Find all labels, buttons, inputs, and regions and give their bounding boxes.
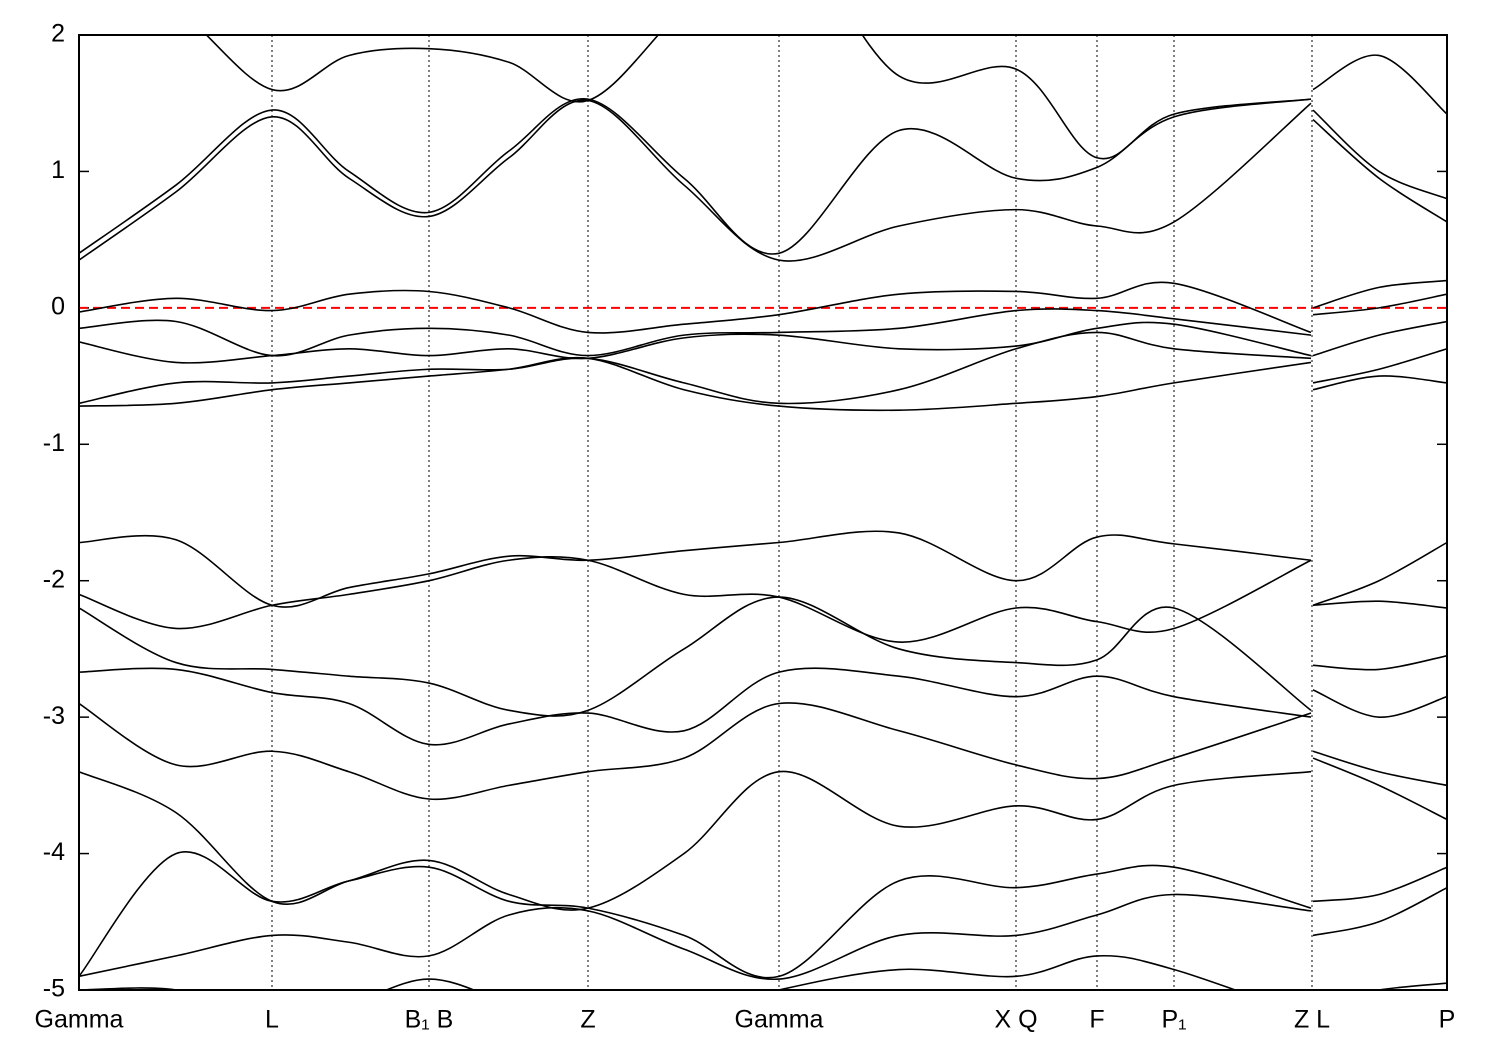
- band-line: [79, 886, 1447, 980]
- plot-frame: [78, 34, 1448, 991]
- band-line: [79, 99, 1447, 262]
- band-line: [79, 954, 1447, 990]
- band-line: [79, 555, 1447, 643]
- x-tick-label: Gamma: [735, 1006, 824, 1034]
- x-tick-label: P₁: [1161, 1006, 1186, 1034]
- y-tick-label: 2: [51, 20, 65, 48]
- x-tick-label: F: [1089, 1006, 1104, 1034]
- x-tick-label: Z: [580, 1006, 595, 1034]
- band-line: [79, 98, 1447, 255]
- x-tick-label: L: [265, 1006, 279, 1034]
- band-line: [79, 356, 1447, 412]
- y-tick-label: -5: [43, 975, 65, 1003]
- y-tick-label: 0: [51, 292, 65, 320]
- y-tick-label: -4: [43, 838, 65, 866]
- band-line: [79, 667, 1447, 746]
- y-tick-label: 1: [51, 156, 65, 184]
- x-tick-label: Z L: [1294, 1006, 1330, 1034]
- grid: [78, 34, 1448, 991]
- y-tick-label: -2: [43, 565, 65, 593]
- band-line: [79, 530, 1447, 608]
- band-line: [79, 293, 1447, 357]
- band-line: [79, 702, 1447, 801]
- band-line: [79, 279, 1447, 334]
- band-line: [79, 331, 1447, 405]
- x-tick-label: P: [1439, 1006, 1456, 1034]
- x-tick-label: Gamma: [35, 1006, 124, 1034]
- tick-labels: -5 -4 -3 -2 -1 0 1 2 Gamma L B₁ B Z Gamma X Q F P₁ Z L P: [35, 20, 1456, 1034]
- x-tick-label: B₁ B: [405, 1006, 454, 1034]
- y-tick-label: -3: [43, 702, 65, 730]
- x-tick-label: X Q: [994, 1006, 1037, 1034]
- band-line: [205, 35, 1447, 160]
- band-line: [79, 757, 1447, 911]
- band-line: [79, 596, 1447, 717]
- band-line: [79, 320, 1447, 364]
- band-line: [79, 850, 1447, 979]
- y-tick-label: -1: [43, 429, 65, 457]
- bands: [79, 35, 1447, 990]
